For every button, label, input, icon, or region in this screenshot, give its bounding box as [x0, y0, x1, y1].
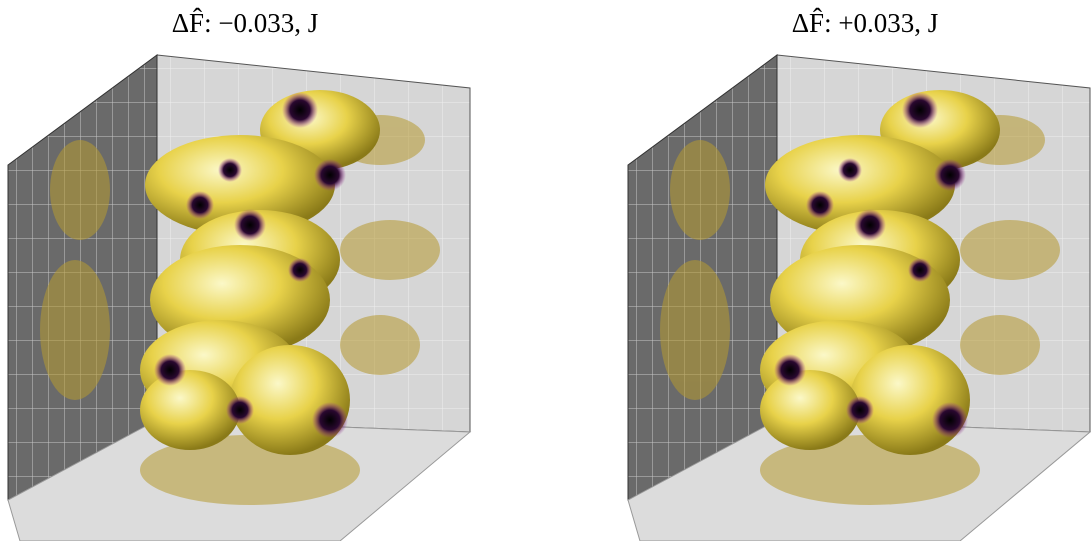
render-left	[7, 54, 471, 541]
panel-title: ΔF̂: −0.033, J	[172, 8, 319, 38]
render-right	[627, 54, 1091, 541]
panel-title: ΔF̂: +0.033, J	[792, 8, 939, 38]
